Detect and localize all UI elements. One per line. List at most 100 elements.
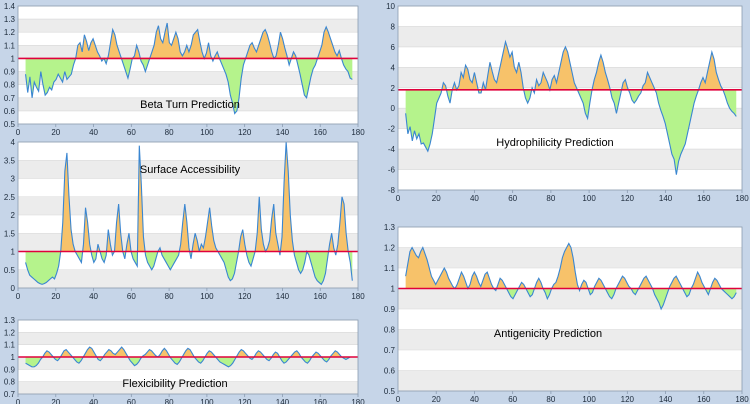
plot-band (18, 357, 358, 370)
y-tick-label: 0.9 (384, 305, 396, 314)
y-tick-label: 2.5 (4, 193, 16, 202)
plot-band (398, 169, 742, 190)
x-tick-label: 120 (238, 128, 252, 136)
y-tick-label: 0.6 (384, 367, 396, 376)
plot-band (18, 381, 358, 394)
y-tick-label: 1.2 (4, 328, 16, 337)
y-tick-label: 0.9 (4, 365, 16, 374)
series-line (25, 346, 353, 368)
plot-band (18, 71, 358, 85)
x-tick-label: 160 (697, 395, 711, 404)
y-tick-label: 1 (11, 353, 16, 362)
x-tick-label: 40 (89, 292, 98, 301)
x-tick-label: 40 (89, 128, 98, 136)
y-tick-label: 3 (11, 175, 16, 184)
plot-band (18, 110, 358, 124)
plot-band (18, 160, 358, 179)
x-tick-label: 20 (432, 194, 441, 203)
y-tick-label: 2 (11, 211, 16, 220)
x-tick-label: 120 (238, 292, 252, 301)
x-tick-label: 160 (314, 128, 328, 136)
y-tick-label: 1.3 (384, 223, 396, 232)
plot-band (18, 58, 358, 72)
y-tick-label: -2 (388, 125, 396, 134)
x-tick-label: 120 (238, 398, 252, 404)
plot-band (18, 269, 358, 288)
plot-band (18, 320, 358, 333)
beta-turn-chart: 0.5 0.6 0.7 0.8 0.9 1 1.1 1.2 1.3 1.4 0 20 40 60 80 100… (4, 2, 365, 136)
x-tick-label: 60 (508, 194, 517, 203)
series-line (25, 141, 353, 286)
plot-frame (17, 319, 359, 395)
surface-accessibility-panel: 0 0.5 1 1.5 2 2.5 3 3.5 4 0 20 40 60 80 100 120 140 160 18… (0, 136, 366, 302)
plot-frame (17, 141, 359, 289)
x-tick-label: 0 (16, 398, 21, 404)
plot-band (398, 329, 742, 350)
x-tick-label: 180 (735, 395, 749, 404)
hydrophilicity-panel: -8 -6 -4 -2 0 2 4 6 8 10 0 20 40 60 80 100 120 140 160 180 H… (370, 0, 750, 203)
area-below-threshold (25, 357, 353, 367)
plot-band (18, 251, 358, 270)
plot-band (398, 6, 742, 27)
x-tick-label: 120 (621, 395, 635, 404)
y-tick-label: 0.7 (4, 390, 16, 399)
plot-band (398, 149, 742, 170)
x-tick-label: 180 (735, 194, 749, 203)
y-tick-label: 8 (391, 22, 396, 31)
beta-turn-panel: 0.5 0.6 0.7 0.8 0.9 1 1.1 1.2 1.3 1.4 0 20 40 60 80 100… (0, 0, 366, 136)
antigenicity-chart: 0.5 0.6 0.7 0.8 0.9 1 1.1 1.2 1.3 0 20 40 60 80 100 120… (384, 223, 749, 404)
series-line (405, 39, 737, 175)
x-tick-label: 40 (89, 398, 98, 404)
x-tick-label: 0 (16, 292, 21, 301)
y-tick-label: -8 (388, 186, 396, 195)
x-tick-label: 160 (697, 194, 711, 203)
y-tick-label: 0.8 (384, 326, 396, 335)
y-tick-label: 0.8 (4, 378, 16, 387)
series-line (405, 242, 737, 311)
plot-band (18, 178, 358, 197)
x-tick-label: 140 (276, 292, 290, 301)
area-above-threshold (405, 41, 737, 90)
plot-band (18, 142, 358, 161)
y-tick-label: -6 (388, 166, 396, 175)
area-above-threshold (405, 243, 737, 289)
x-tick-label: 180 (351, 292, 365, 301)
series-line (25, 22, 353, 115)
y-tick-label: 1.2 (384, 244, 396, 253)
plot-band (18, 19, 358, 33)
x-tick-label: 60 (508, 395, 517, 404)
flexibility-panel: 0.7 0.8 0.9 1 1.1 1.2 1.3 0 20 40 60 80 100 120 140 160… (0, 302, 366, 404)
x-tick-label: 140 (276, 128, 290, 136)
area-below-threshold (25, 58, 353, 114)
surface-accessibility-chart: 00.511.522.533.540 20 40 60 80 100 120 140 160 18… (4, 138, 365, 301)
y-tick-label: 1 (11, 54, 16, 63)
x-tick-label: 80 (165, 398, 174, 404)
x-tick-label: 100 (200, 292, 214, 301)
y-tick-label: 1.3 (4, 316, 16, 325)
y-tick-label: 2 (391, 84, 396, 93)
plot-band (398, 128, 742, 150)
chart-title: Hydrophilicity Prediction (496, 137, 613, 149)
y-tick-label: 4 (391, 63, 396, 72)
x-tick-label: 140 (276, 398, 290, 404)
y-tick-label: 1.2 (4, 28, 16, 37)
x-tick-label: 160 (314, 398, 328, 404)
y-tick-label: 1.4 (4, 2, 16, 11)
x-tick-label: 180 (351, 128, 365, 136)
y-tick-label: 0.7 (384, 346, 396, 355)
x-tick-label: 100 (582, 194, 596, 203)
y-tick-label: 1.1 (4, 41, 16, 50)
x-tick-label: 60 (127, 128, 136, 136)
x-tick-label: 180 (351, 398, 365, 404)
area-below-threshold (25, 251, 353, 285)
chart-title: Antigenicity Prediction (494, 328, 602, 340)
x-tick-label: 60 (127, 292, 136, 301)
x-tick-label: 40 (470, 395, 479, 404)
chart-title: Flexicibility Prediction (122, 378, 227, 390)
x-tick-label: 20 (51, 398, 60, 404)
y-tick-label: 1 (11, 248, 16, 257)
y-tick-label: 0 (391, 104, 396, 113)
x-tick-label: 100 (200, 398, 214, 404)
plot-band (18, 84, 358, 98)
